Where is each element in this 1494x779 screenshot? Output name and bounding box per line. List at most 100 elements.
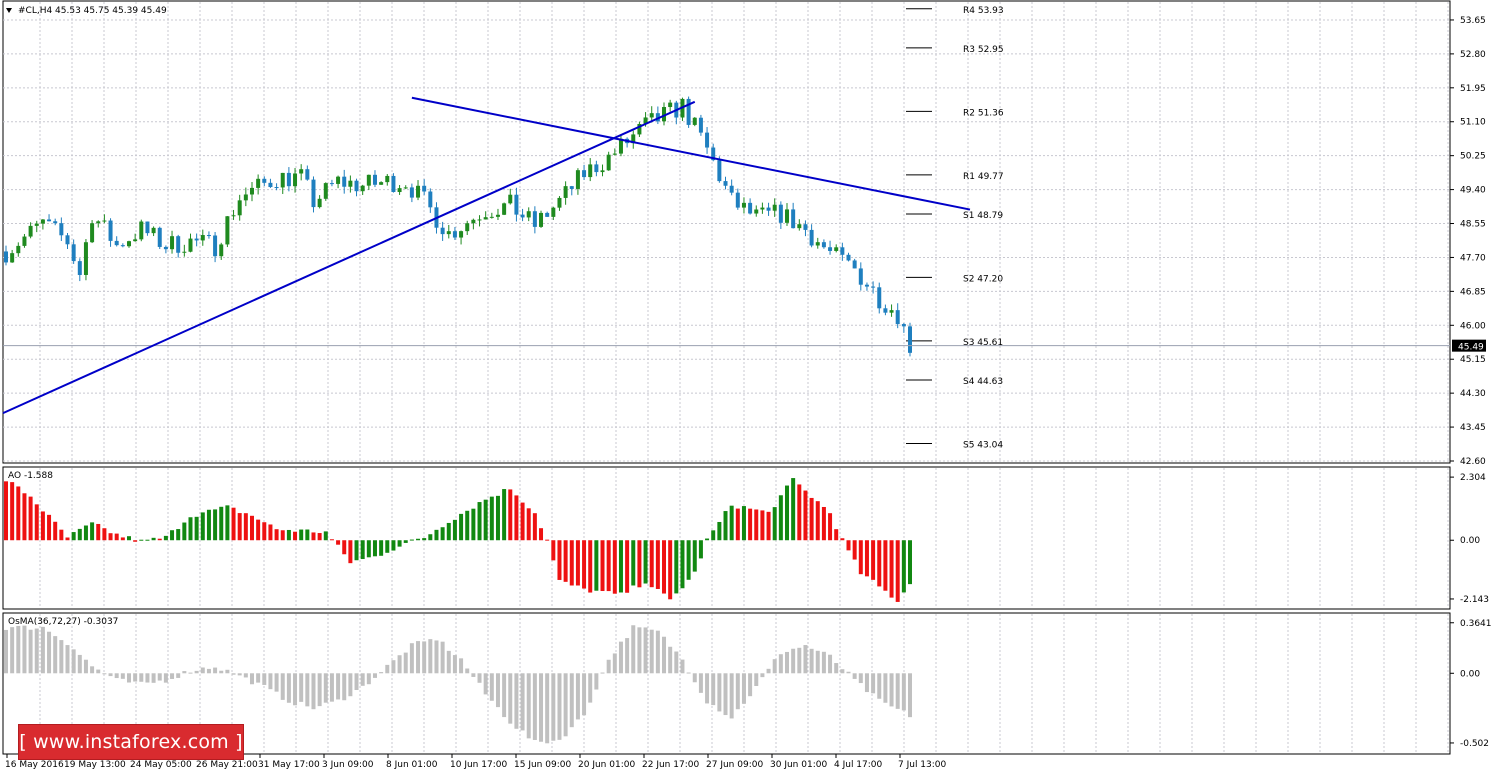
ao-bar [692, 540, 697, 572]
osma-bar [126, 673, 131, 683]
osma-bar [545, 673, 550, 744]
osma-bar [323, 673, 328, 703]
ao-bar [582, 540, 587, 589]
osma-bar [96, 669, 101, 674]
candle-body [662, 107, 667, 122]
candle-body [526, 211, 531, 218]
ao-bar [680, 540, 685, 589]
candle-body [495, 214, 500, 217]
y-tick-label: 51.10 [1460, 118, 1486, 128]
candle-body [471, 219, 476, 224]
osma-bar [249, 673, 254, 685]
candle-body [692, 117, 697, 125]
osma-bar [901, 673, 906, 711]
osma-bar [649, 629, 654, 674]
y-tick-label: 0.3641 [1460, 619, 1492, 629]
y-tick-label: 42.60 [1460, 457, 1486, 467]
osma-bar [145, 673, 150, 683]
osma-bar [606, 659, 611, 674]
osma-bar [40, 626, 45, 674]
osma-bar [908, 673, 912, 718]
candle-body [409, 187, 414, 198]
candle-body [47, 219, 52, 222]
candle-body [96, 221, 101, 224]
y-tick-label: -2.143 [1460, 595, 1489, 605]
candle-body [139, 221, 144, 240]
ao-bar [785, 485, 790, 541]
candle-body [311, 179, 316, 208]
osma-bar [200, 667, 205, 674]
ao-bar [256, 519, 261, 541]
ao-bar [766, 511, 771, 541]
osma-bar [440, 641, 445, 674]
osma-bar [797, 647, 802, 674]
candle-body [452, 231, 457, 238]
candle-body [465, 223, 470, 232]
candle-body [858, 268, 863, 285]
osma-bar [612, 653, 617, 674]
osma-bar [495, 673, 500, 708]
candle-body [379, 182, 384, 185]
ao-bar [901, 540, 906, 593]
candle-body [59, 223, 64, 236]
osma-bar [416, 641, 421, 674]
candle-body [582, 170, 587, 178]
candle-body [391, 175, 396, 193]
candle-body [612, 153, 617, 155]
ao-bar [96, 523, 101, 541]
osma-bar [729, 673, 734, 719]
candle-body [723, 181, 728, 186]
candle-body [502, 203, 507, 215]
candle-body [908, 326, 912, 353]
ao-bar [741, 506, 746, 541]
ao-bar [883, 540, 888, 591]
osma-bar [803, 645, 808, 674]
y-tick-label: 50.25 [1460, 152, 1486, 162]
ao-bar [563, 540, 568, 582]
y-tick-label: 49.40 [1460, 186, 1486, 196]
candle-body [336, 176, 341, 184]
osma-bar [662, 636, 667, 674]
candle-body [16, 245, 21, 254]
osma-bar [305, 673, 310, 707]
x-tick-label: 19 May 13:00 [64, 760, 126, 770]
ao-bar [102, 528, 107, 541]
y-tick-label: 46.00 [1460, 321, 1486, 331]
osma-bar [551, 673, 556, 741]
pivot-level-label: S3 45.61 [963, 338, 1003, 348]
osma-bar [360, 673, 365, 686]
osma-bar [317, 673, 322, 707]
y-tick-label: 47.70 [1460, 253, 1486, 263]
osma-bar [483, 673, 488, 695]
ao-bar [858, 540, 863, 575]
candle-body [834, 247, 839, 251]
ao-bar [385, 540, 390, 553]
ao-bar [243, 513, 248, 541]
y-tick-label: 53.65 [1460, 16, 1486, 26]
osma-bar [594, 673, 599, 690]
x-tick-label: 22 Jun 17:00 [642, 760, 699, 770]
osma-bar [188, 672, 193, 674]
osma-bar [625, 638, 630, 674]
candle-body [600, 170, 605, 173]
candle-body [821, 242, 826, 248]
ao-bar [77, 528, 82, 541]
ao-bar [120, 537, 125, 541]
candle-body [735, 192, 740, 208]
ao-bar [532, 513, 537, 541]
candle-body [286, 172, 291, 187]
ao-bar [791, 478, 796, 541]
osma-bar [47, 631, 52, 674]
ao-bar [182, 522, 187, 541]
ao-bar [249, 515, 254, 541]
osma-bar [446, 650, 451, 674]
ao-bar [434, 529, 439, 541]
ao-bar [354, 540, 359, 561]
osma-bar [280, 673, 285, 700]
ao-bar [163, 535, 168, 541]
candle-body [901, 324, 906, 327]
x-tick-label: 3 Jun 09:00 [322, 760, 374, 770]
candle-body [864, 284, 869, 287]
candle-body [440, 227, 445, 235]
